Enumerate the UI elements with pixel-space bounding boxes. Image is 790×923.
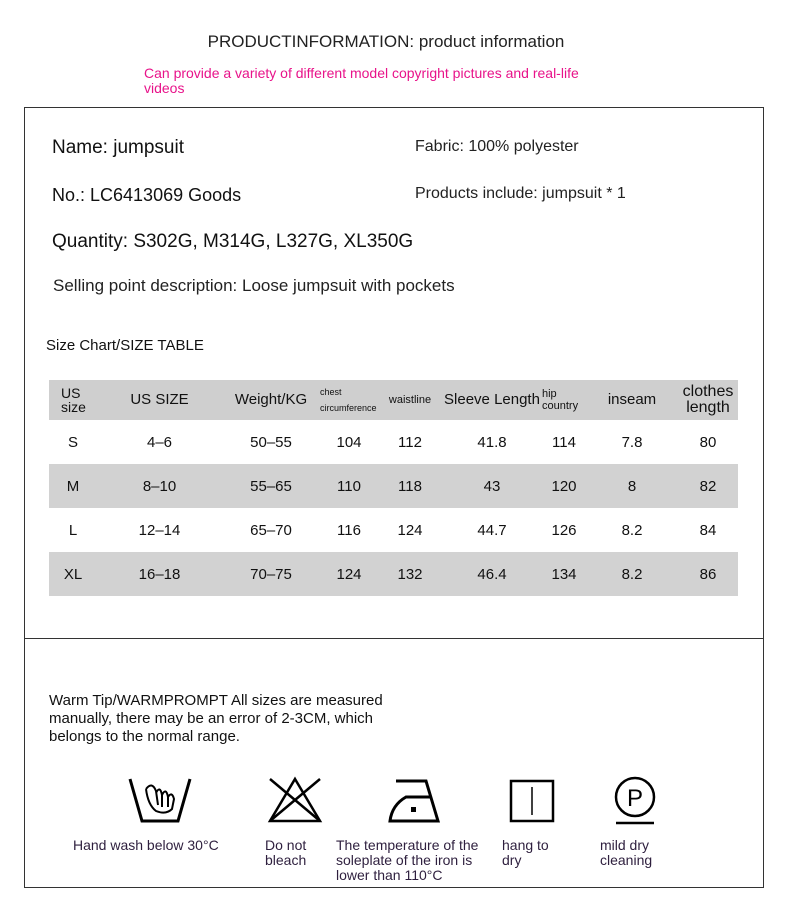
cell: 114	[552, 433, 576, 451]
header-cell: hip country	[542, 380, 586, 420]
cell: 70–75	[222, 552, 320, 596]
cell: 55–65	[222, 464, 320, 508]
cell: 44.7	[477, 521, 507, 539]
care-label: Hand wash below 30°C	[73, 837, 219, 853]
dry-clean-icon: P	[614, 776, 656, 825]
header-cell: inseam	[586, 380, 678, 420]
product-quantity: Quantity: S302G, M314G, L327G, XL350G	[52, 231, 414, 252]
cell: 112	[398, 433, 422, 451]
header-cell: Weight/KG	[222, 380, 320, 420]
cell: 8.2	[586, 552, 678, 596]
product-name: Name: jumpsuit	[52, 137, 184, 158]
cell: M	[49, 464, 97, 508]
cell: 118	[378, 464, 442, 508]
selling-point: Selling point description: Loose jumpsui…	[53, 276, 455, 295]
table-row: L 12–14 65–70 116 124 44.7 126 8.2 84	[49, 508, 738, 552]
header-cell: Sleeve Length	[442, 380, 542, 420]
svg-text:P: P	[627, 785, 643, 812]
cell: 134	[542, 552, 586, 596]
cell: 8	[586, 464, 678, 508]
no-bleach-icon	[267, 776, 323, 823]
care-label: Do not bleach	[265, 837, 307, 868]
table-row: M 8–10 55–65 110 118 43 120 8 82	[49, 464, 738, 508]
cell: 8.2	[621, 521, 643, 539]
cell: 7.8	[621, 433, 643, 451]
cell: 132	[378, 552, 442, 596]
hang-dry-icon	[509, 779, 555, 823]
cell: 12–14	[138, 521, 181, 539]
header-cell: chest circumference	[320, 380, 378, 420]
cell: 46.4	[442, 552, 542, 596]
cell: 84	[699, 521, 717, 539]
iron-low-icon	[388, 779, 441, 823]
cell: 124	[320, 552, 378, 596]
header-cell: US SIZE	[97, 380, 222, 420]
cell: 110	[320, 464, 378, 508]
cell: 41.8	[477, 433, 507, 451]
cell: XL	[49, 552, 97, 596]
cell: 82	[678, 464, 738, 508]
cell: 4–6	[146, 433, 173, 451]
cell: 124	[397, 521, 423, 539]
divider	[24, 638, 764, 639]
warm-tip: Warm Tip/WARMPROMPT All sizes are measur…	[49, 692, 383, 745]
cell: L	[68, 521, 78, 539]
cell: 126	[551, 521, 577, 539]
table-row: XL 16–18 70–75 124 132 46.4 134 8.2 86	[49, 552, 738, 596]
product-includes: Products include: jumpsuit * 1	[415, 185, 626, 202]
cell: 50–55	[250, 433, 292, 451]
size-table: US size US SIZE Weight/KG chest circumfe…	[49, 380, 738, 596]
cell: 8–10	[97, 464, 222, 508]
table-row: S 4–6 50–55 104 112 41.8 114 7.8 80	[49, 420, 738, 464]
care-label: hang to dry	[502, 837, 549, 868]
info-frame	[24, 107, 764, 888]
cell: 80	[699, 433, 717, 451]
care-label: mild dry cleaning	[600, 837, 653, 868]
cell: 120	[542, 464, 586, 508]
table-header: US size US SIZE Weight/KG chest circumfe…	[49, 380, 738, 420]
header-cell: waistline	[378, 380, 442, 420]
hand-wash-icon	[128, 778, 192, 823]
page-title: PRODUCTINFORMATION: product information	[207, 32, 565, 51]
product-number: No.: LC6413069 Goods	[52, 185, 242, 205]
cell: 116	[337, 521, 361, 539]
cell: 43	[442, 464, 542, 508]
header-cell: clothes length	[678, 380, 738, 420]
product-fabric: Fabric: 100% polyester	[415, 138, 579, 155]
cell: 104	[336, 433, 362, 451]
promo-note: Can provide a variety of different model…	[144, 65, 579, 96]
size-chart-title: Size Chart/SIZE TABLE	[46, 337, 204, 354]
cell: 65–70	[250, 521, 292, 539]
header-cell: US size	[49, 380, 97, 420]
care-label: The temperature of the soleplate of the …	[336, 837, 479, 883]
cell: 16–18	[97, 552, 222, 596]
cell: 86	[678, 552, 738, 596]
cell: S	[67, 433, 78, 451]
